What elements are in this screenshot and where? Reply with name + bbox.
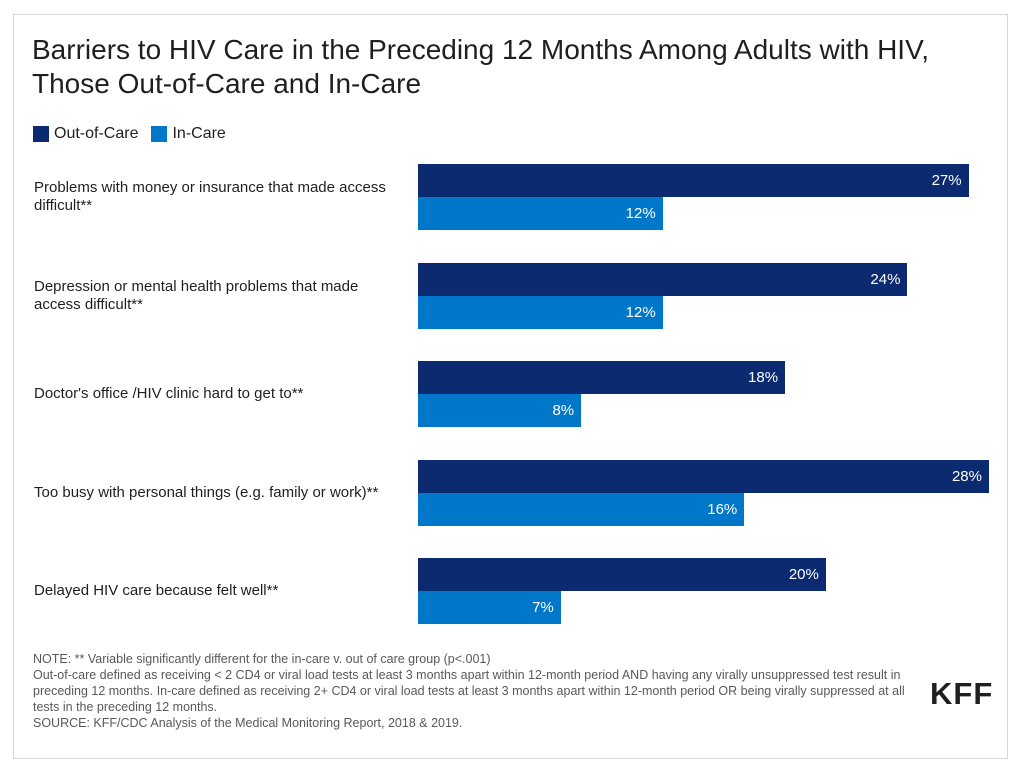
note-definitions: Out-of-care defined as receiving < 2 CD4… [33, 668, 905, 714]
chart-notes: NOTE: ** Variable significantly differen… [33, 651, 923, 731]
data-label: 28% [951, 467, 982, 485]
bar-in-care: 12% [418, 197, 663, 230]
bar-in-care: 8% [418, 394, 582, 427]
data-label: 16% [707, 500, 738, 518]
data-label: 20% [788, 566, 819, 583]
data-label: 12% [625, 205, 656, 222]
bar-in-care: 7% [418, 591, 561, 624]
note-source: SOURCE: KFF/CDC Analysis of the Medical … [33, 716, 463, 730]
bar-in-care: 16% [418, 492, 745, 526]
bar-out-of-care: 24% [418, 262, 908, 296]
bar-in-care: 12% [418, 295, 663, 329]
legend-label-in-care: In-Care [172, 125, 226, 142]
category-label: Doctor's office /HIV clinic hard to get … [34, 385, 304, 402]
category-label: Problems with money or insurance that ma… [34, 179, 386, 214]
category-label: Depression or mental health problems tha… [34, 277, 359, 313]
bar-out-of-care: 27% [418, 164, 969, 197]
data-label: 7% [532, 599, 554, 616]
data-label: 18% [748, 369, 779, 386]
data-label: 8% [552, 402, 575, 419]
note-significance: NOTE: ** Variable significantly differen… [33, 652, 491, 666]
data-label: 12% [625, 303, 656, 321]
chart-title: Barriers to HIV Care in the Preceding 12… [32, 34, 929, 99]
legend: Out-of-Care In-Care [33, 125, 239, 143]
category-label: Delayed HIV care because felt well** [34, 582, 279, 599]
legend-label-out-of-care: Out-of-Care [54, 125, 139, 142]
kff-logo: KFF [930, 676, 994, 711]
bar-out-of-care: 28% [418, 459, 989, 493]
bar-out-of-care: 20% [418, 558, 826, 591]
legend-swatch-out-of-care [33, 126, 49, 142]
legend-swatch-in-care [151, 126, 168, 142]
legend-item-in-care: In-Care [151, 125, 226, 143]
legend-item-out-of-care: Out-of-Care [33, 125, 138, 143]
data-label: 27% [931, 172, 962, 189]
data-label: 24% [870, 270, 901, 288]
category-label: Too busy with personal things (e.g. fami… [34, 483, 379, 501]
bar-out-of-care: 18% [418, 361, 786, 394]
